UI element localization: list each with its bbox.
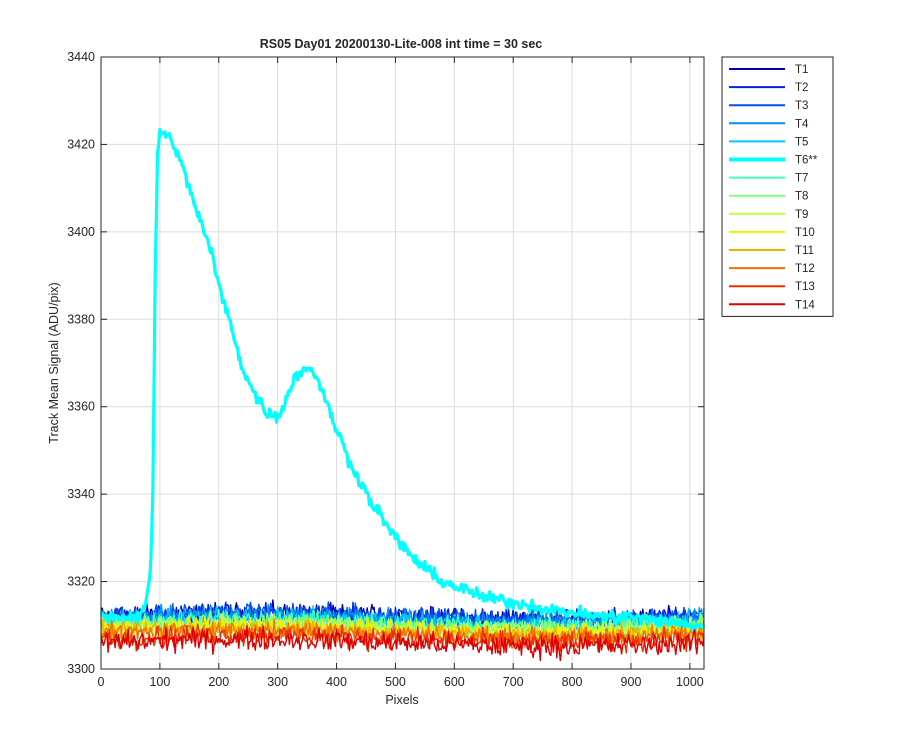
y-axis-label: Track Mean Signal (ADU/pix) (47, 282, 61, 443)
x-tick-label: 900 (621, 675, 642, 689)
series-layer (99, 127, 706, 662)
plot-frame (100, 56, 705, 670)
x-tick-label: 800 (562, 675, 583, 689)
legend-label: T4 (795, 118, 809, 130)
chart-title: RS05 Day01 20200130-Lite-008 int time = … (260, 37, 543, 51)
y-tick-label: 3440 (67, 50, 95, 64)
y-tick-label: 3400 (67, 225, 95, 239)
legend-label: T7 (795, 173, 808, 185)
x-tick-label: 700 (503, 675, 524, 689)
x-tick-label: 600 (444, 675, 465, 689)
y-tick-label: 3360 (67, 400, 95, 414)
legend-label: T1 (795, 64, 808, 76)
legend-label: T6** (795, 155, 818, 167)
y-tick-label: 3300 (67, 662, 95, 676)
legend-label: T12 (795, 263, 815, 275)
x-tick-label: 0 (98, 675, 105, 689)
x-tick-label: 300 (267, 675, 288, 689)
y-tick-label: 3420 (67, 137, 95, 151)
y-tick-label: 3320 (67, 575, 95, 589)
series-line-t14 (100, 625, 705, 662)
legend-label: T2 (795, 82, 808, 94)
legend-label: T10 (795, 227, 815, 239)
y-tick-label: 3380 (67, 312, 95, 326)
legend-label: T14 (795, 299, 815, 311)
x-tick-label: 1000 (676, 675, 704, 689)
legend: T1 T2 T3 T4 T5 T6** T7 T8 T9 T10 T11 T12 T13 T14 (721, 56, 834, 317)
axis-ticks: 0 100 200 300 400 500 600 700 800 900 1000 3300 3320… (67, 50, 704, 689)
series-line-t6 (99, 127, 706, 632)
x-axis-label: Pixels (385, 693, 418, 707)
legend-box (721, 56, 834, 317)
legend-label: T11 (795, 245, 814, 257)
legend-label: T9 (795, 209, 808, 221)
legend-label: T5 (795, 136, 808, 148)
legend-label: T13 (795, 281, 815, 293)
x-tick-label: 400 (326, 675, 347, 689)
legend-label: T3 (795, 100, 808, 112)
legend-label: T8 (795, 191, 808, 203)
x-tick-label: 500 (385, 675, 406, 689)
y-tick-label: 3340 (67, 487, 95, 501)
x-tick-label: 100 (149, 675, 170, 689)
x-tick-label: 200 (208, 675, 229, 689)
